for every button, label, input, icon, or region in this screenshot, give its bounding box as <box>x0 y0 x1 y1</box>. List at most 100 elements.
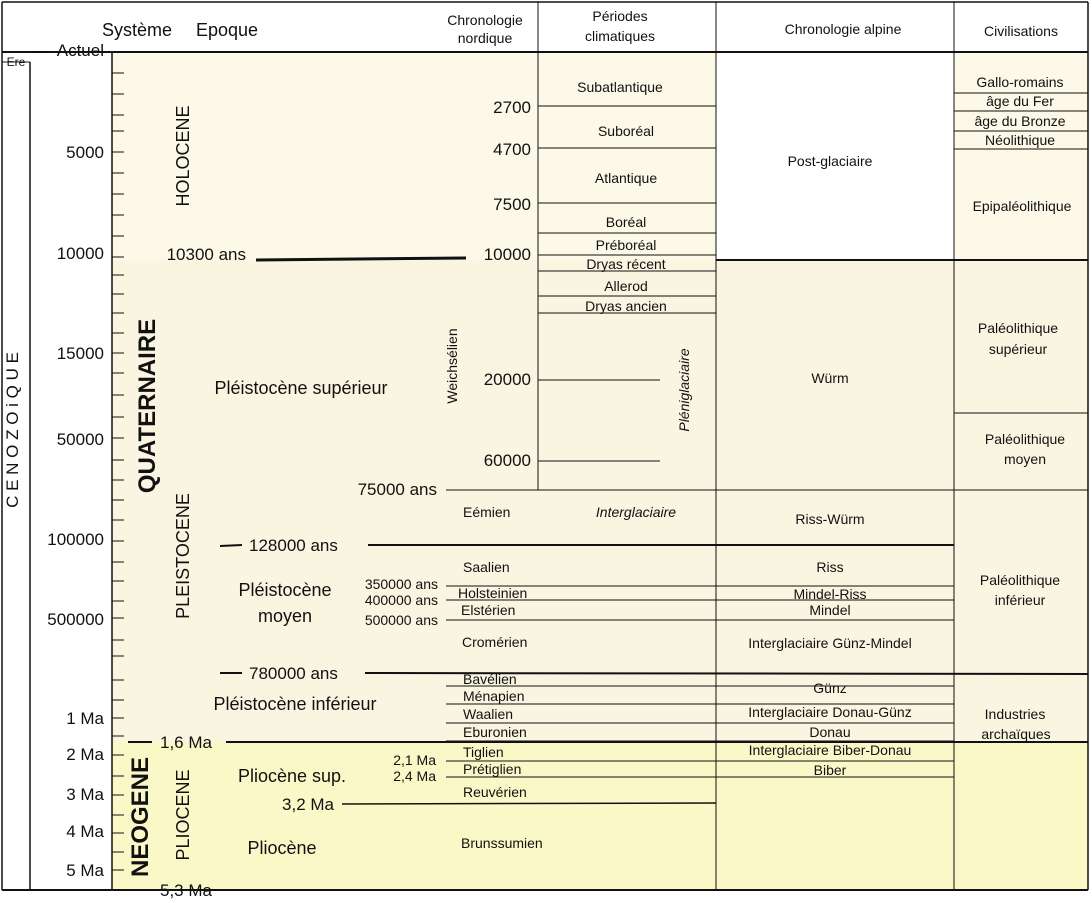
nordic-date: 20000 <box>484 370 531 389</box>
nordic-stage: Ménapien <box>463 688 525 704</box>
nordic-stage: Bavélien <box>463 671 517 687</box>
epoch-label: Pliocène <box>247 838 316 858</box>
scale-tick-label: 4 Ma <box>66 822 104 841</box>
system-neogene: NEOGENE <box>127 757 154 877</box>
civilisation-label: Gallo-romains <box>976 74 1063 90</box>
boundary-128000-dash <box>219 544 243 547</box>
nordic-date: 10000 <box>484 245 531 264</box>
alpine-stage: Interglaciaire Donau-Günz <box>748 704 911 720</box>
holocene-civilisation-zone <box>954 52 1088 260</box>
alpine-stage: Günz <box>813 680 846 696</box>
nordic-stage: Eémien <box>463 504 510 520</box>
climatic-period: Suboréal <box>598 123 654 139</box>
civilisation-label: supérieur <box>989 341 1048 357</box>
climatic-period: Dryas récent <box>586 256 665 272</box>
header-epoque: Epoque <box>196 20 258 40</box>
boundary-label: 350000 ans <box>365 576 438 592</box>
nordic-weichselien: Weichsélien <box>444 328 460 403</box>
boundary-3-2 <box>341 802 717 805</box>
alpine-stage: Post-glaciaire <box>788 153 873 169</box>
civilisation-label: Néolithique <box>985 132 1055 148</box>
alpine-stage: Riss-Würm <box>795 511 864 527</box>
nordic-stage: Waalien <box>463 706 513 722</box>
boundary-10300 <box>255 256 467 262</box>
alpine-stage: Mindel <box>809 602 850 618</box>
epoch-label: Pléistocène supérieur <box>214 378 387 398</box>
nordic-stage: Prétiglien <box>463 761 521 777</box>
climatic-period: Atlantique <box>595 170 657 186</box>
civilisation-label: âge du Bronze <box>974 113 1065 129</box>
nordic-stage: Saalien <box>463 559 510 575</box>
neogene-zone <box>112 742 716 890</box>
boundary-label: 3,2 Ma <box>282 795 335 814</box>
epoch-label: Pliocène sup. <box>238 766 346 786</box>
alpine-stage: Donau <box>809 724 850 740</box>
climatic-period: Préboréal <box>596 237 657 253</box>
nordic-date: 7500 <box>493 195 531 214</box>
header-periodes: Périodes <box>592 8 647 24</box>
holocene-zone <box>112 52 716 260</box>
header-periodes: climatiques <box>585 28 655 44</box>
civilisation-label: Epipaléolithique <box>973 198 1072 214</box>
scale-tick-label: 50000 <box>57 430 104 449</box>
epoch-label: moyen <box>258 606 312 626</box>
scale-tick-label: 5 Ma <box>66 861 104 880</box>
era-label: Ere <box>7 55 26 69</box>
header-civilisations: Civilisations <box>984 23 1058 39</box>
scale-tick-label: 2 Ma <box>66 745 104 764</box>
civilisation-label: Industries <box>985 706 1046 722</box>
boundary-label: 2,4 Ma <box>393 768 436 784</box>
nordic-date: 4700 <box>493 140 531 159</box>
era-name: C E N O Z O i Q U E <box>3 352 22 508</box>
alpine-stage: Biber <box>814 762 847 778</box>
nordic-stage: Reuvérien <box>463 784 527 800</box>
series-pleistocene: PLEISTOCENE <box>173 493 193 619</box>
scale-tick-label: 500000 <box>47 610 104 629</box>
boundary-label: 500000 ans <box>365 612 438 628</box>
boundary-label: 400000 ans <box>365 592 438 608</box>
header-systeme: Système <box>102 20 172 40</box>
civilisation-label: Paléolithique <box>980 572 1060 588</box>
nordic-stage: Elstérien <box>461 602 515 618</box>
alpine-stage: Riss <box>816 559 843 575</box>
boundary-label: 5,3 Ma <box>160 881 213 900</box>
header-chrono-nordique: Chronologie <box>447 12 523 28</box>
alpine-stage: Würm <box>811 370 848 386</box>
epoch-label: Pléistocène inférieur <box>213 694 376 714</box>
civilisation-label: âge du Fer <box>986 93 1054 109</box>
scale-tick-label: 100000 <box>47 530 104 549</box>
scale-tick-label: Actuel <box>57 41 104 60</box>
civilisation-label: moyen <box>1004 451 1046 467</box>
climatic-period: Subatlantique <box>577 79 663 95</box>
nordic-stage: Cromérien <box>462 634 527 650</box>
alpine-stage: Mindel-Riss <box>793 586 866 602</box>
scale-tick-label: 1 Ma <box>66 709 104 728</box>
boundary-label: 10300 ans <box>167 245 246 264</box>
scale-tick-label: 5000 <box>66 143 104 162</box>
alpine-stage: Interglaciaire Günz-Mindel <box>748 635 911 651</box>
nordic-date: 60000 <box>484 451 531 470</box>
civilisation-label: inférieur <box>995 592 1046 608</box>
nordic-stage: Brunssumien <box>461 835 543 851</box>
nordic-stage: Eburonien <box>463 724 527 740</box>
civilisation-label: archaïques <box>981 726 1050 742</box>
civilisation-label: Paléolithique <box>978 320 1058 336</box>
civilisation-label: Paléolithique <box>985 431 1065 447</box>
pleistocene-zone <box>112 260 1088 742</box>
series-holocene: HOLOCENE <box>173 105 193 206</box>
nordic-stage: Holsteinien <box>458 585 527 601</box>
nordic-date: 2700 <box>493 98 531 117</box>
neogene-right-zone <box>716 742 1088 890</box>
header-chrono-nordique: nordique <box>458 30 513 46</box>
climatic-pleniglaciaire: Pléniglaciaire <box>676 348 692 431</box>
climatic-period: Boréal <box>606 214 646 230</box>
alpine-stage: Interglaciaire Biber-Donau <box>749 742 912 758</box>
boundary-label: 75000 ans <box>358 480 437 499</box>
boundary-label: 780000 ans <box>249 664 338 683</box>
series-pliocene: PLIOCENE <box>173 769 193 860</box>
system-quaternaire: QUATERNAIRE <box>134 319 161 493</box>
boundary-label: 128000 ans <box>249 536 338 555</box>
scale-tick-label: 15000 <box>57 344 104 363</box>
boundary-label: 2,1 Ma <box>393 752 436 768</box>
